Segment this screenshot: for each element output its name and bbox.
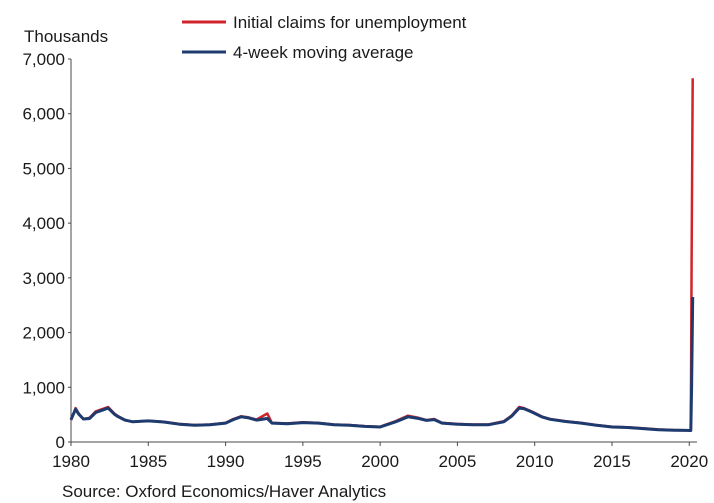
y-ticks: 0 1,000 2,000 3,000 4,000 5,000 6,000 7,000	[22, 50, 71, 452]
y-axis-label: Thousands	[24, 27, 108, 46]
x-ticks: 1980 1985 1990 1995 2000 2005 2010 2015 2020	[52, 442, 708, 471]
legend: Initial claims for unemployment 4-week m…	[182, 13, 467, 62]
legend-label-initial-claims: Initial claims for unemployment	[233, 13, 467, 32]
series-line-initial-claims	[69, 78, 694, 432]
x-tick-label: 2005	[439, 452, 477, 471]
x-tick-label: 1990	[207, 452, 245, 471]
x-tick-label: 2020	[670, 452, 708, 471]
y-tick-label: 5,000	[22, 159, 65, 178]
y-tick-label: 7,000	[22, 50, 65, 69]
y-tick-label: 6,000	[22, 105, 65, 124]
x-tick-label: 2015	[593, 452, 631, 471]
x-tick-label: 2000	[361, 452, 399, 471]
y-tick-label: 2,000	[22, 324, 65, 343]
series-lines	[69, 78, 695, 432]
source-note: Source: Oxford Economics/Haver Analytics	[62, 482, 386, 501]
y-tick-label: 1,000	[22, 378, 65, 397]
x-tick-label: 2010	[516, 452, 554, 471]
legend-label-moving-average: 4-week moving average	[233, 43, 413, 62]
x-tick-label: 1980	[52, 452, 90, 471]
y-tick-label: 4,000	[22, 214, 65, 233]
series-line-moving-average	[69, 296, 695, 432]
x-tick-label: 1995	[284, 452, 322, 471]
y-tick-label: 3,000	[22, 269, 65, 288]
y-tick-label: 0	[56, 433, 65, 452]
x-tick-label: 1985	[129, 452, 167, 471]
